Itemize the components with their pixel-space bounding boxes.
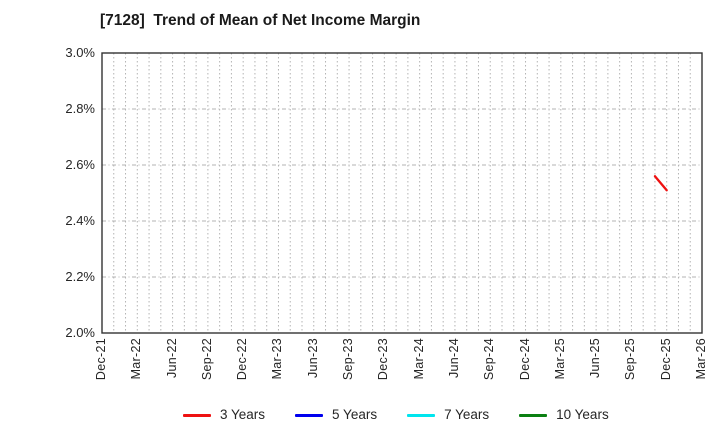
x-tick-label: Dec-21 [94, 338, 108, 381]
y-tick-label: 2.4% [65, 213, 95, 228]
x-tick-label: Mar-23 [270, 338, 285, 380]
y-tick-label: 2.0% [65, 325, 95, 340]
x-tick-label: Mar-24 [411, 338, 426, 380]
x-tick-label: Jun-25 [588, 338, 603, 379]
legend-line-swatch [295, 413, 324, 417]
legend-line-swatch [183, 413, 211, 417]
x-tick-label: Jun-22 [164, 338, 179, 379]
y-tick-label: 2.2% [65, 269, 95, 284]
x-tick-label: Mar-25 [552, 338, 567, 380]
x-tick-label: Sep-25 [623, 338, 638, 381]
x-tick-label: Sep-23 [341, 338, 356, 381]
legend-item-3-years: 3 Years [183, 407, 265, 423]
legend-item-10-years: 10 Years [519, 407, 609, 423]
legend-item-5-years: 5 Years [295, 407, 377, 423]
y-tick-label: 2.8% [65, 101, 95, 116]
x-tick-label: Jun-23 [305, 338, 320, 379]
legend-line-swatch [519, 413, 548, 417]
x-tick-label: Mar-26 [694, 338, 708, 380]
x-tick-label: Dec-25 [658, 338, 673, 381]
y-tick-label: 3.0% [65, 45, 95, 60]
series-line-3-years [653, 175, 668, 192]
legend-item-7-years: 7 Years [407, 407, 489, 423]
legend-label: 3 Years [220, 407, 266, 422]
x-tick-label: Mar-22 [129, 338, 144, 380]
legend-line-swatch [407, 413, 436, 417]
x-tick-label: Sep-22 [199, 338, 214, 381]
plot-border [101, 52, 703, 334]
x-tick-label: Dec-23 [376, 338, 391, 381]
y-tick-label: 2.6% [65, 157, 95, 172]
x-tick-label: Dec-24 [517, 338, 532, 381]
x-tick-label: Jun-24 [446, 338, 461, 379]
legend-label: 7 Years [444, 407, 490, 422]
legend-label: 10 Years [556, 407, 609, 422]
x-tick-label: Sep-24 [482, 338, 497, 381]
x-tick-label: Dec-22 [235, 338, 250, 381]
legend-label: 5 Years [332, 407, 378, 422]
chart-title: [7128] Trend of Mean of Net Income Margi… [100, 12, 421, 29]
legend: 3 Years 5 Years 7 Years 10 Years [183, 404, 609, 426]
